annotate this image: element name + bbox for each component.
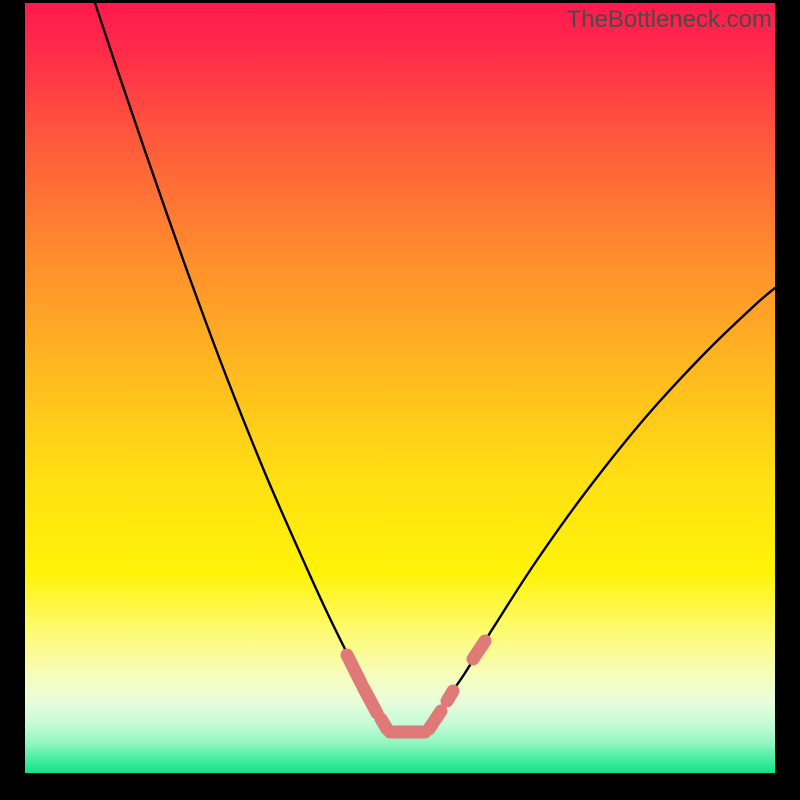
bottom-marker-0 [347,655,361,683]
curve-layer [25,3,775,773]
bottom-marker-1 [363,687,377,713]
plot-area [25,3,775,773]
left-descending-curve [95,3,363,683]
bottom-marker-5 [447,691,453,701]
right-ascending-curve [451,288,775,693]
bottom-marker-4 [429,711,441,729]
bottom-marker-6 [473,641,485,659]
watermark-text: TheBottleneck.com [567,6,772,34]
